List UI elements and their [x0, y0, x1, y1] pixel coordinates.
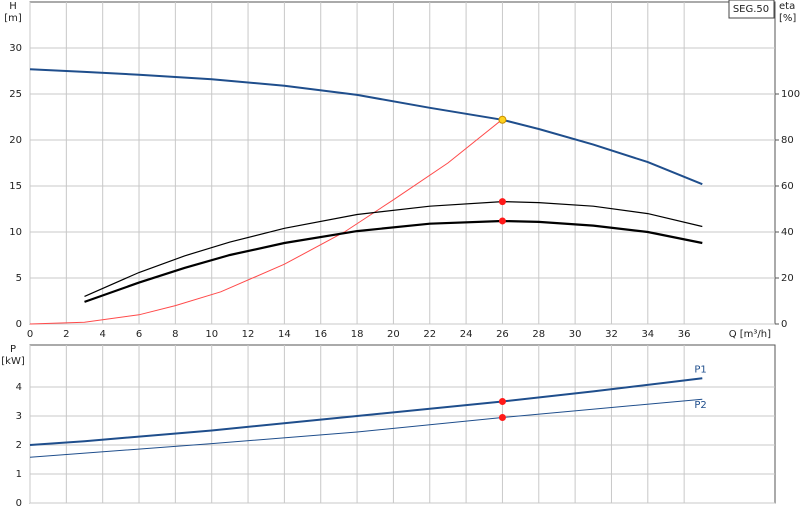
x-tick-label: 30 [569, 329, 582, 340]
y-axis-label: H [9, 1, 17, 12]
y2-axis-label: eta [779, 1, 795, 12]
y-tick-label: 10 [9, 227, 22, 238]
operating-point [498, 115, 507, 124]
x-tick-label: 22 [423, 329, 436, 340]
operating-point [498, 198, 506, 206]
x-tick-label: 32 [605, 329, 618, 340]
y-tick-label: 20 [9, 135, 22, 146]
y-tick-label: 1 [16, 469, 22, 480]
x-tick-label: 10 [205, 329, 218, 340]
y2-tick-label: 0 [781, 319, 787, 330]
plot-area [29, 1, 776, 325]
x-tick-label: 28 [532, 329, 545, 340]
y-tick-label: 15 [9, 181, 22, 192]
series-label: P2 [694, 400, 706, 411]
operating-point [498, 413, 506, 421]
series-label: P1 [694, 364, 706, 375]
x-tick-label: 24 [460, 329, 473, 340]
x-tick-label: 8 [172, 329, 178, 340]
badge: SEG.50 [733, 4, 769, 15]
y2-tick-label: 40 [781, 227, 794, 238]
x-tick-label: 14 [278, 329, 291, 340]
curve [84, 200, 703, 297]
y-tick-label: 0 [16, 319, 22, 330]
y-tick-label: 3 [16, 411, 22, 422]
operating-point [498, 398, 506, 406]
x-tick-label: 6 [136, 329, 142, 340]
x-axis-label: Q [m³/h] [729, 329, 771, 340]
curve [29, 398, 703, 458]
curve [29, 68, 703, 186]
y2-tick-label: 20 [781, 273, 794, 284]
x-tick-label: 36 [678, 329, 691, 340]
y2-tick-label: 100 [781, 89, 800, 100]
plot-area [29, 344, 776, 504]
y-tick-label: 0 [16, 498, 22, 509]
y-tick-label: 5 [16, 273, 22, 284]
y-axis-unit: [kW] [1, 356, 25, 367]
curve [84, 219, 703, 303]
y-tick-label: 4 [16, 382, 22, 393]
y-axis-label: P [10, 344, 16, 355]
y2-tick-label: 80 [781, 135, 794, 146]
x-tick-label: 26 [496, 329, 509, 340]
y-axis-unit: [m] [4, 13, 22, 24]
y-tick-label: 25 [9, 89, 22, 100]
curve [29, 377, 703, 446]
curve [29, 118, 503, 325]
x-tick-label: 0 [27, 329, 33, 340]
y-tick-label: 2 [16, 440, 22, 451]
badge-box [728, 0, 775, 19]
x-tick-label: 16 [314, 329, 327, 340]
y2-tick-label: 60 [781, 181, 794, 192]
operating-point [498, 217, 506, 225]
y-tick-label: 30 [9, 43, 22, 54]
x-tick-label: 4 [99, 329, 105, 340]
x-tick-label: 20 [387, 329, 400, 340]
x-tick-label: 18 [351, 329, 364, 340]
x-tick-label: 2 [63, 329, 69, 340]
x-tick-label: 34 [641, 329, 654, 340]
y2-axis-unit: [%] [779, 13, 796, 24]
x-tick-label: 12 [242, 329, 255, 340]
